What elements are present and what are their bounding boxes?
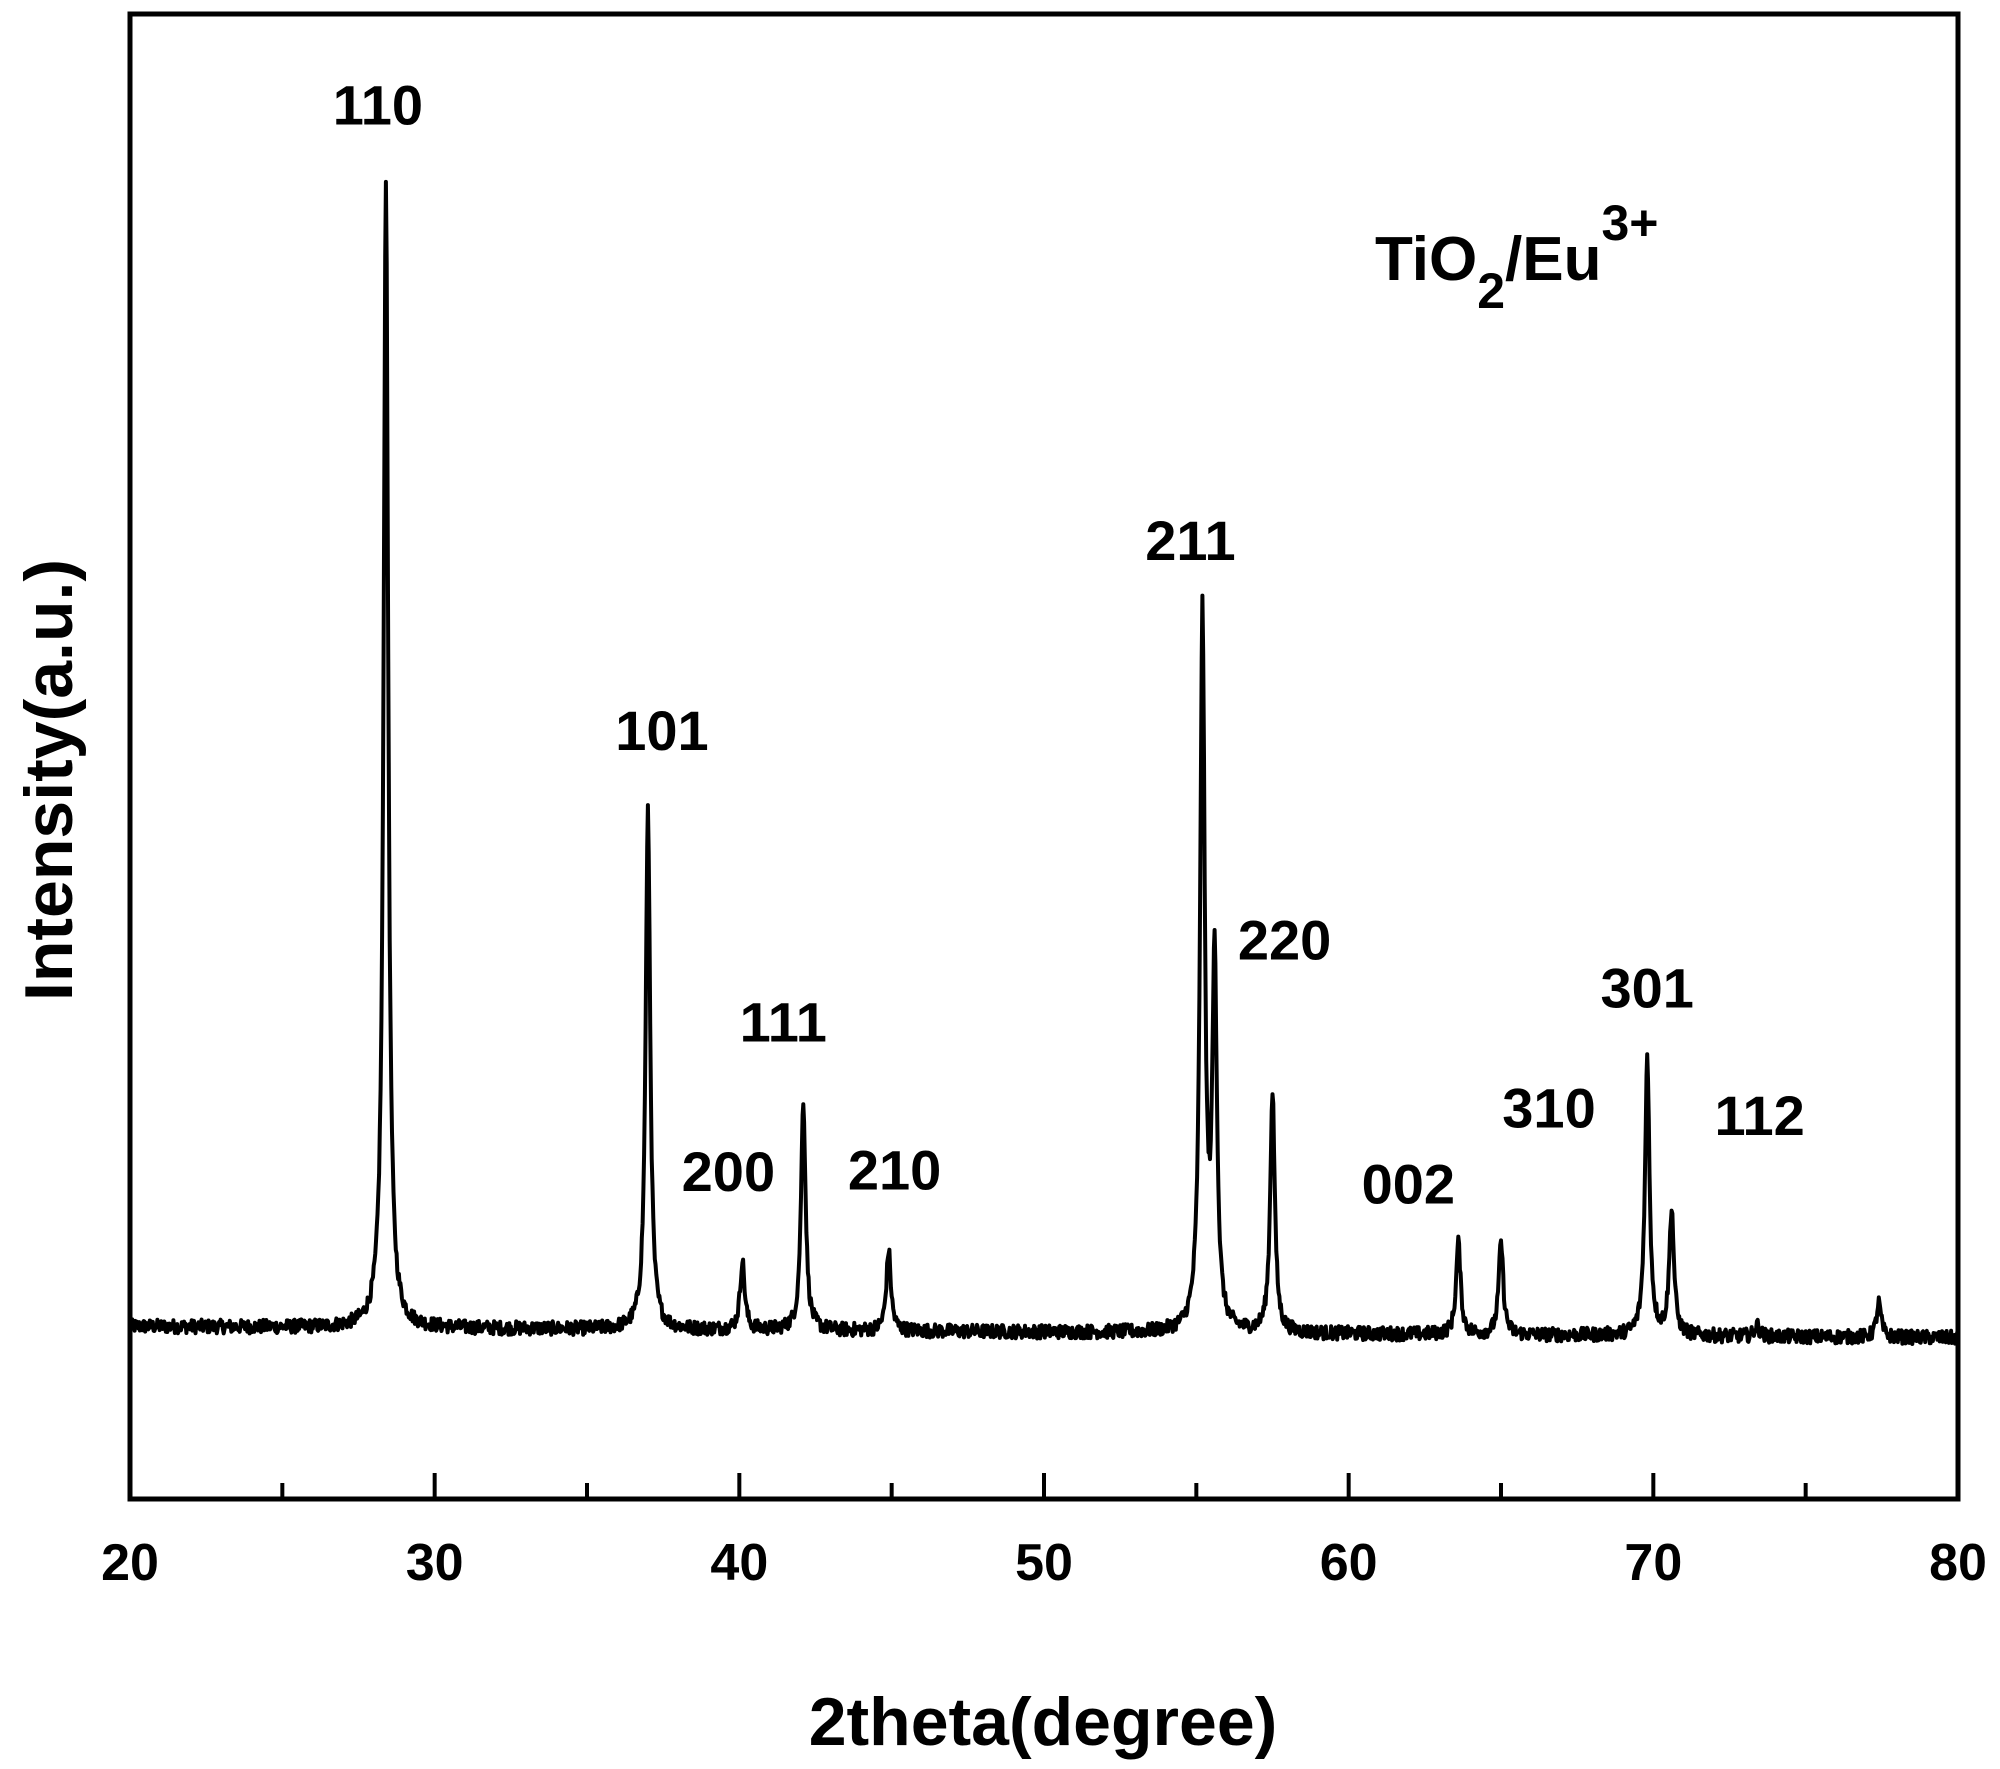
peak-label-111: 111 [740, 991, 827, 1054]
peak-label-002: 002 [1362, 1153, 1455, 1216]
xrd-pattern-line [128, 179, 1960, 1346]
plot-frame [127, 11, 1961, 1502]
y-axis-title: Intensity(a.u.) [11, 559, 87, 1001]
peak-label-200: 200 [682, 1140, 775, 1203]
sample-label-middle: /Eu [1505, 225, 1601, 294]
x-tick-label: 50 [1015, 1534, 1073, 1592]
x-tick-label: 80 [1929, 1534, 1987, 1592]
sample-label-base: TiO [1375, 225, 1477, 294]
sample-label-subscript: 2 [1477, 263, 1505, 319]
peak-label-310: 310 [1502, 1077, 1595, 1140]
x-axis-tick-labels: 20 30 40 50 60 70 80 [101, 1534, 1987, 1592]
sample-label-superscript: 3+ [1601, 195, 1658, 251]
peak-label-112: 112 [1714, 1084, 1804, 1147]
peak-label-101: 101 [615, 699, 708, 762]
x-tick-label: 30 [406, 1534, 464, 1592]
peak-label-210: 210 [848, 1138, 941, 1201]
x-tick-label: 60 [1320, 1534, 1378, 1592]
peak-label-110: 110 [333, 74, 423, 137]
sample-label: TiO2/Eu3+ [1375, 195, 1658, 319]
x-tick-label: 20 [101, 1534, 159, 1592]
peak-label-220: 220 [1238, 908, 1331, 971]
peak-label-301: 301 [1601, 957, 1694, 1020]
x-tick-label: 70 [1624, 1534, 1682, 1592]
x-tick-label: 40 [710, 1534, 768, 1592]
x-axis-ticks [128, 1473, 1960, 1499]
x-axis-title: 2theta(degree) [809, 1684, 1278, 1760]
peak-label-211: 211 [1145, 509, 1235, 572]
